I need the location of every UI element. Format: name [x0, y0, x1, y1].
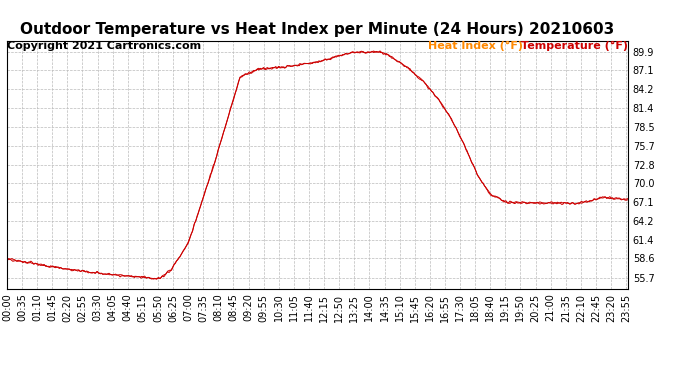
- Text: Temperature (°F): Temperature (°F): [521, 41, 628, 51]
- Text: Heat Index (°F): Heat Index (°F): [428, 41, 524, 51]
- Text: Copyright 2021 Cartronics.com: Copyright 2021 Cartronics.com: [7, 41, 201, 51]
- Title: Outdoor Temperature vs Heat Index per Minute (24 Hours) 20210603: Outdoor Temperature vs Heat Index per Mi…: [20, 22, 615, 37]
